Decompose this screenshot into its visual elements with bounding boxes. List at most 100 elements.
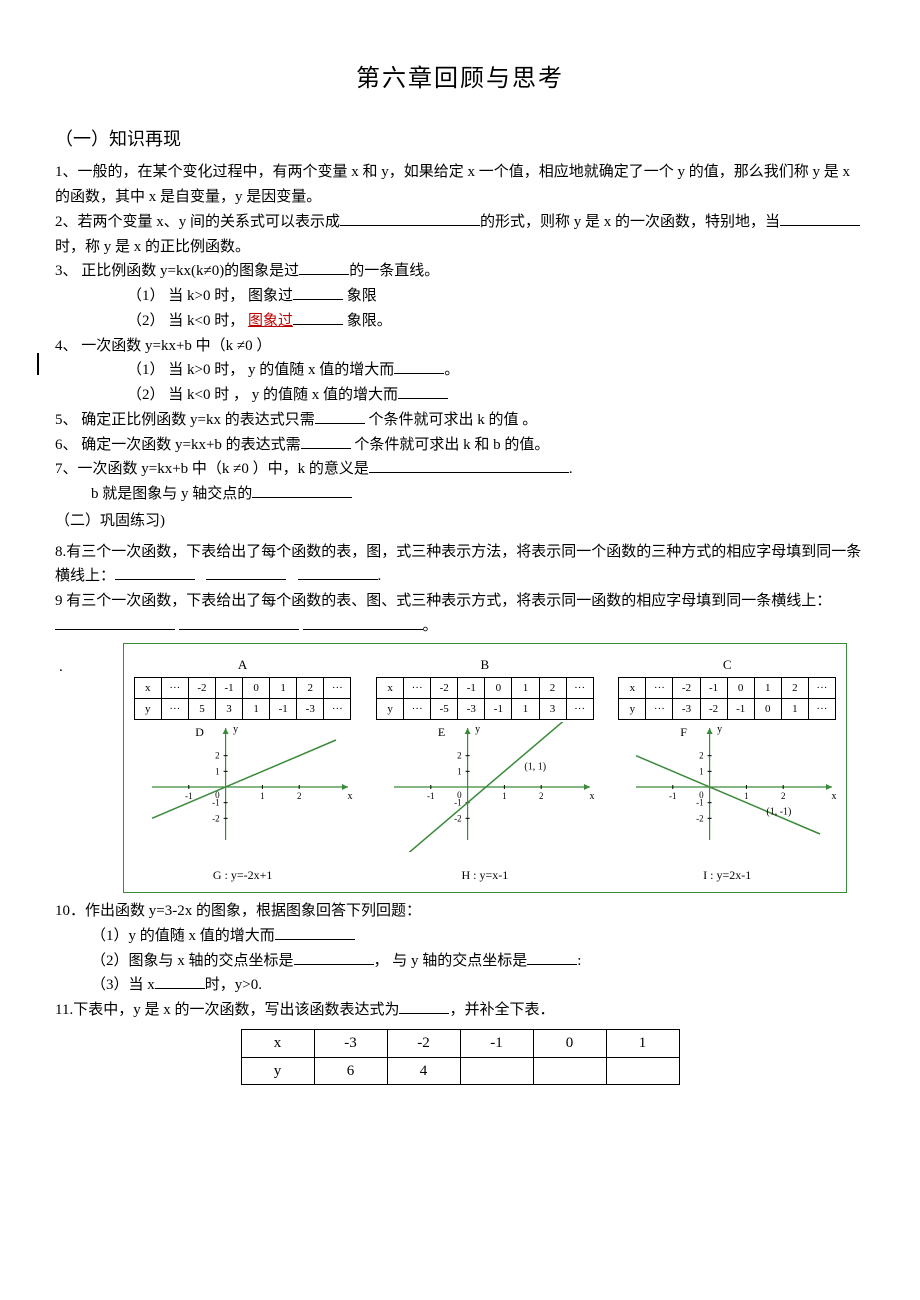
table-cell: 6: [314, 1057, 387, 1085]
svg-text:E: E: [438, 725, 445, 739]
section-2-heading: （二）巩固练习): [55, 509, 865, 534]
blank[interactable]: [155, 973, 205, 989]
svg-text:-2: -2: [212, 814, 220, 824]
q4-1: （1） 当 k>0 时， y 的值随 x 值的增大而 。: [55, 358, 865, 383]
blank[interactable]: [527, 949, 577, 965]
chart: -112-2-1120xyF(1, -1): [618, 722, 836, 862]
q6b: 个条件就可求出 k 和 b 的值。: [351, 437, 550, 453]
equation-label: I : y=2x-1: [618, 866, 836, 886]
blank[interactable]: [55, 614, 175, 630]
q10-2c: :: [577, 953, 581, 969]
blank[interactable]: [340, 210, 480, 226]
svg-text:-1: -1: [427, 791, 435, 801]
q3b: 的一条直线。: [349, 263, 439, 279]
svg-text:1: 1: [260, 791, 265, 801]
svg-text:x: x: [832, 791, 837, 802]
svg-text:1: 1: [744, 791, 749, 801]
table-cell[interactable]: [533, 1057, 606, 1085]
margin-mark: [37, 353, 39, 375]
svg-text:-2: -2: [454, 814, 462, 824]
svg-text:2: 2: [539, 791, 544, 801]
svg-text:y: y: [475, 724, 480, 735]
dot: .: [59, 655, 63, 680]
blank[interactable]: [115, 564, 195, 580]
q3-2b: 象限。: [343, 313, 392, 329]
q3-2-red: 图象过: [248, 313, 293, 329]
q5b: 个条件就可求出 k 的值 。: [365, 412, 538, 428]
q10-2a: （2）图象与 x 轴的交点坐标是: [91, 953, 294, 969]
q3: 3、 正比例函数 y=kx(k≠0)的图象是过: [55, 263, 299, 279]
svg-text:0: 0: [699, 790, 704, 800]
q7c-line: b 就是图象与 y 轴交点的: [55, 482, 865, 507]
blank[interactable]: [394, 358, 444, 374]
table-cell: 1: [606, 1029, 679, 1057]
svg-text:1: 1: [699, 767, 704, 777]
svg-text:D: D: [195, 725, 204, 739]
q11-table: x-3-2-101 y64: [241, 1029, 680, 1086]
blank[interactable]: [275, 924, 355, 940]
svg-text:2: 2: [781, 791, 786, 801]
blank[interactable]: [299, 259, 349, 275]
svg-text:-1: -1: [669, 791, 677, 801]
mini-table: Bx···-2-1012···y···-5-3-113···: [376, 654, 594, 721]
section-1-heading: （一）知识再现: [55, 125, 865, 155]
q10-2: （2）图象与 x 轴的交点坐标是， 与 y 轴的交点坐标是:: [55, 949, 865, 974]
svg-text:(1, 1): (1, 1): [524, 762, 546, 773]
mini-table: Cx···-2-1012···y···-3-2-101···: [618, 654, 836, 721]
q2-line: 2、若两个变量 x、y 间的关系式可以表示成 的形式，则称 y 是 x 的一次函数…: [55, 210, 865, 260]
q2a: 2、若两个变量 x、y 间的关系式可以表示成: [55, 214, 340, 230]
blank[interactable]: [399, 998, 449, 1014]
svg-text:0: 0: [457, 790, 462, 800]
blank[interactable]: [252, 482, 352, 498]
q7: 7、一次函数 y=kx+b 中（k ≠0 ）中，k 的意义是.: [55, 457, 865, 482]
blank[interactable]: [206, 564, 286, 580]
q3-1: （1） 当 k>0 时， 图象过 象限: [55, 284, 865, 309]
q4-1a: （1） 当 k>0 时， y 的值随 x 值的增大而: [127, 362, 394, 378]
q5: 5、 确定正比例函数 y=kx 的表达式只需 个条件就可求出 k 的值 。: [55, 408, 865, 433]
q6: 6、 确定一次函数 y=kx+b 的表达式需 个条件就可求出 k 和 b 的值。: [55, 433, 865, 458]
table-cell[interactable]: [460, 1057, 533, 1085]
q10-3b: 时，y>0.: [205, 977, 262, 993]
q10-3: （3）当 x 时，y>0.: [55, 973, 865, 998]
blank[interactable]: [369, 457, 569, 473]
svg-text:2: 2: [457, 751, 462, 761]
svg-text:-2: -2: [696, 814, 704, 824]
blank[interactable]: [293, 284, 343, 300]
table-cell: y: [241, 1057, 314, 1085]
mini-table: Ax···-2-1012···y···531-1-3···: [134, 654, 352, 721]
svg-text:(1, -1): (1, -1): [767, 807, 792, 818]
blank[interactable]: [293, 309, 343, 325]
q3-2: （2） 当 k<0 时， 图象过 象限。: [55, 309, 865, 334]
q9a: 9 有三个一次函数，下表给出了每个函数的表、图、式三种表示方式，将表示同一函数的…: [55, 593, 831, 609]
svg-text:2: 2: [297, 791, 302, 801]
q10-1: （1）y 的值随 x 值的增大而: [55, 924, 865, 949]
blank[interactable]: [398, 383, 448, 399]
page-title: 第六章回顾与思考: [55, 60, 865, 100]
q11a: 11.下表中，y 是 x 的一次函数，写出该函数表达式为: [55, 1002, 399, 1018]
q5a: 5、 确定正比例函数 y=kx 的表达式只需: [55, 412, 315, 428]
svg-text:1: 1: [502, 791, 507, 801]
blank[interactable]: [294, 949, 374, 965]
q3-line: 3、 正比例函数 y=kx(k≠0)的图象是过 的一条直线。: [55, 259, 865, 284]
table-cell: 4: [387, 1057, 460, 1085]
blank[interactable]: [303, 614, 423, 630]
blank[interactable]: [301, 433, 351, 449]
eq-row: G : y=-2x+1H : y=x-1I : y=2x-1: [134, 862, 836, 886]
q10-1a: （1）y 的值随 x 值的增大而: [91, 928, 275, 944]
table-cell: -2: [387, 1029, 460, 1057]
q3-2a: （2） 当 k<0 时，: [127, 313, 248, 329]
q9: 9 有三个一次函数，下表给出了每个函数的表、图、式三种表示方式，将表示同一函数的…: [55, 589, 865, 639]
q11: 11.下表中，y 是 x 的一次函数，写出该函数表达式为，并补全下表．: [55, 998, 865, 1023]
q8: 8.有三个一次函数，下表给出了每个函数的表，图，式三种表示方法，将表示同一个函数…: [55, 540, 865, 590]
q4: 4、 一次函数 y=kx+b 中（k ≠0 ）: [55, 334, 865, 359]
blank[interactable]: [780, 210, 860, 226]
table-cell[interactable]: [606, 1057, 679, 1085]
table-cell: x: [241, 1029, 314, 1057]
blank[interactable]: [298, 564, 378, 580]
q10-3a: （3）当 x: [91, 977, 155, 993]
q2b: 的形式，则称 y 是 x 的一次函数，特别地，当: [480, 214, 780, 230]
q7a: 7、一次函数 y=kx+b 中（k ≠0 ）中，k 的意义是: [55, 461, 369, 477]
q4-1b: 。: [444, 362, 459, 378]
blank[interactable]: [315, 408, 365, 424]
blank[interactable]: [179, 614, 299, 630]
